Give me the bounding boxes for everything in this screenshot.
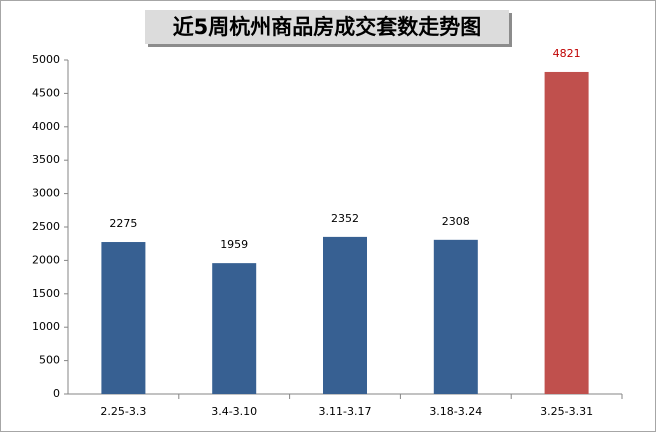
bar [323,236,367,394]
bar [544,71,589,394]
y-tick-label: 4500 [32,86,60,99]
y-tick-label: 2000 [32,253,60,266]
x-tick-label: 3.18-3.24 [429,405,482,418]
y-tick-label: 5000 [32,53,60,66]
value-label: 1959 [220,238,248,251]
y-tick-label: 1000 [32,320,60,333]
chart-title: 近5周杭州商品房成交套数走势图 [173,15,482,39]
bar [212,263,257,394]
bar [101,242,146,394]
value-label: 2308 [442,215,470,228]
y-tick-label: 2500 [32,220,60,233]
y-tick-label: 500 [39,354,60,367]
y-tick-label: 3000 [32,187,60,200]
value-label: 4821 [553,47,581,60]
value-label: 2275 [109,217,137,230]
y-tick-label: 4000 [32,120,60,133]
x-tick-label: 3.25-3.31 [540,405,593,418]
y-tick-label: 1500 [32,287,60,300]
y-tick-label: 3500 [32,153,60,166]
x-tick-label: 2.25-3.3 [100,405,146,418]
y-tick-label: 0 [53,387,60,400]
title-box [145,10,509,44]
x-tick-label: 3.4-3.10 [211,405,257,418]
bar [433,239,478,394]
value-label: 2352 [331,212,359,225]
x-tick-label: 3.11-3.17 [319,405,372,418]
